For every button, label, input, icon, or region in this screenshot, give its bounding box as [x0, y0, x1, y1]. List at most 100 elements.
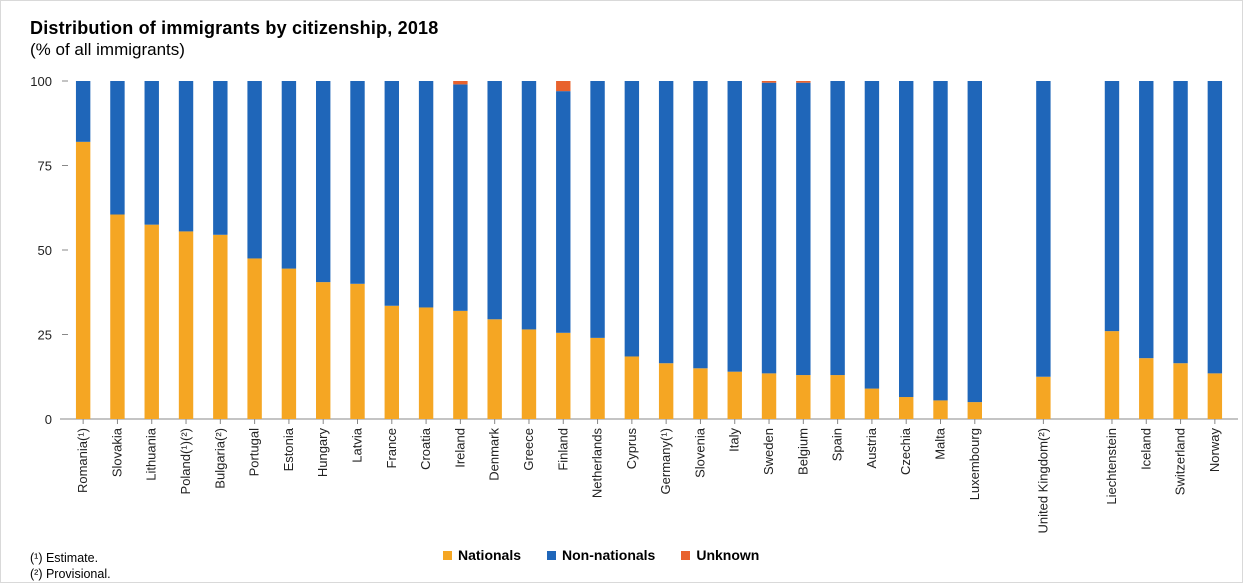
bar-non-nationals-denmark — [487, 81, 502, 320]
legend: Nationals Non-nationals Unknown — [443, 547, 759, 563]
bar-unknown-sweden — [761, 81, 777, 83]
bar-non-nationals-hungary — [316, 81, 331, 283]
footnote-estimate: (¹) Estimate. — [30, 551, 99, 565]
category-label-portugal: Portugal — [247, 428, 262, 477]
bar-non-nationals-united-kingdom — [1036, 81, 1051, 377]
legend-item-nationals: Nationals — [443, 547, 521, 563]
bar-non-nationals-slovakia — [110, 81, 125, 215]
category-label-malta: Malta — [933, 427, 948, 460]
category-label-croatia: Croatia — [418, 427, 433, 470]
category-label-united-kingdom: United Kingdom(²) — [1035, 428, 1050, 534]
category-label-sweden: Sweden — [761, 428, 776, 475]
bar-nationals-romania — [75, 141, 91, 419]
bar-unknown-ireland — [453, 81, 468, 85]
category-label-spain: Spain — [830, 428, 845, 461]
bar-nationals-lithuania — [144, 224, 159, 419]
y-tick-label: 100 — [30, 74, 52, 89]
bar-nationals-spain — [830, 375, 845, 419]
bar-nationals-sweden — [761, 373, 777, 419]
category-label-iceland: Iceland — [1138, 428, 1153, 470]
category-label-norway: Norway — [1207, 428, 1222, 473]
category-label-latvia: Latvia — [350, 427, 365, 462]
bar-nationals-portugal — [247, 258, 262, 419]
bar-non-nationals-slovenia — [693, 81, 708, 369]
bar-non-nationals-estonia — [281, 81, 297, 269]
category-label-france: France — [384, 428, 399, 468]
bar-non-nationals-poland — [178, 81, 194, 232]
category-labels: Romania(¹) Slovakia Lithuania Poland(¹)(²) B… — [75, 427, 1222, 533]
bar-non-nationals-spain — [830, 81, 845, 376]
category-label-finland: Finland — [555, 428, 570, 471]
bar-nationals-malta — [933, 400, 948, 419]
bar-non-nationals-netherlands — [590, 81, 605, 338]
bar-non-nationals-switzerland — [1173, 81, 1188, 364]
bar-nationals-hungary — [316, 282, 331, 419]
bar-non-nationals-bulgaria — [213, 81, 228, 235]
bar-non-nationals-croatia — [418, 81, 434, 308]
category-label-germany: Germany(¹) — [658, 428, 673, 494]
bar-nationals-liechtenstein — [1104, 331, 1120, 419]
category-label-hungary: Hungary — [315, 428, 330, 478]
bar-nationals-poland — [178, 231, 194, 419]
legend-item-non-nationals: Non-nationals — [547, 547, 655, 563]
bar-nationals-cyprus — [624, 356, 640, 419]
bars — [75, 81, 1223, 419]
bar-non-nationals-austria — [864, 81, 880, 389]
bar-nationals-denmark — [487, 319, 502, 419]
category-label-czechia: Czechia — [898, 427, 913, 475]
bar-non-nationals-iceland — [1139, 81, 1154, 359]
bar-non-nationals-ireland — [453, 84, 468, 311]
bar-nationals-greece — [521, 329, 537, 419]
bar-nationals-united-kingdom — [1036, 376, 1051, 419]
bar-non-nationals-germany — [658, 81, 674, 364]
category-label-slovakia: Slovakia — [109, 427, 124, 477]
category-label-cyprus: Cyprus — [624, 428, 639, 470]
bar-non-nationals-romania — [75, 81, 91, 142]
bar-non-nationals-lithuania — [144, 81, 159, 225]
chart-title: Distribution of immigrants by citizenshi… — [30, 18, 439, 38]
bar-nationals-italy — [727, 371, 742, 419]
category-label-belgium: Belgium — [795, 428, 810, 475]
footnotes: (¹) Estimate. (²) Provisional. — [30, 550, 111, 582]
category-label-ireland: Ireland — [452, 428, 467, 468]
bar-nationals-slovakia — [110, 214, 125, 419]
category-label-luxembourg: Luxembourg — [967, 428, 982, 500]
bar-non-nationals-cyprus — [624, 81, 640, 357]
legend-swatch-nationals — [443, 550, 452, 560]
bar-non-nationals-norway — [1207, 81, 1223, 374]
category-label-slovenia: Slovenia — [692, 427, 707, 478]
bar-nationals-germany — [658, 363, 674, 419]
bar-non-nationals-italy — [727, 81, 742, 372]
bar-non-nationals-luxembourg — [967, 81, 982, 403]
category-label-poland: Poland(¹)(²) — [178, 428, 193, 494]
bar-non-nationals-czechia — [899, 81, 914, 398]
bar-nationals-czechia — [899, 397, 914, 419]
y-tick-label: 0 — [45, 412, 52, 427]
bar-nationals-switzerland — [1173, 363, 1188, 419]
category-label-romania: Romania(¹) — [75, 428, 90, 493]
bar-nationals-luxembourg — [967, 402, 982, 419]
category-label-netherlands: Netherlands — [590, 428, 605, 499]
category-label-estonia: Estonia — [281, 427, 296, 471]
legend-item-unknown: Unknown — [681, 547, 759, 563]
category-label-bulgaria: Bulgaria(²) — [212, 428, 227, 489]
bar-unknown-belgium — [796, 81, 811, 83]
bar-nationals-norway — [1207, 373, 1223, 419]
legend-swatch-non-nationals — [547, 550, 557, 560]
bar-nationals-latvia — [350, 283, 365, 419]
bar-non-nationals-greece — [521, 81, 537, 330]
bar-nationals-france — [384, 305, 399, 419]
category-label-denmark: Denmark — [487, 428, 502, 481]
y-tick-label: 75 — [38, 159, 52, 174]
legend-label-nationals: Nationals — [458, 547, 522, 563]
legend-swatch-unknown — [681, 550, 691, 560]
bar-nationals-croatia — [418, 307, 434, 419]
legend-label-unknown: Unknown — [696, 547, 760, 563]
bar-nationals-netherlands — [590, 337, 605, 419]
category-label-switzerland: Switzerland — [1173, 428, 1188, 495]
bar-non-nationals-portugal — [247, 81, 262, 259]
chart-subtitle: (% of all immigrants) — [30, 40, 185, 59]
category-label-liechtenstein: Liechtenstein — [1104, 428, 1119, 505]
bar-non-nationals-belgium — [796, 82, 811, 376]
